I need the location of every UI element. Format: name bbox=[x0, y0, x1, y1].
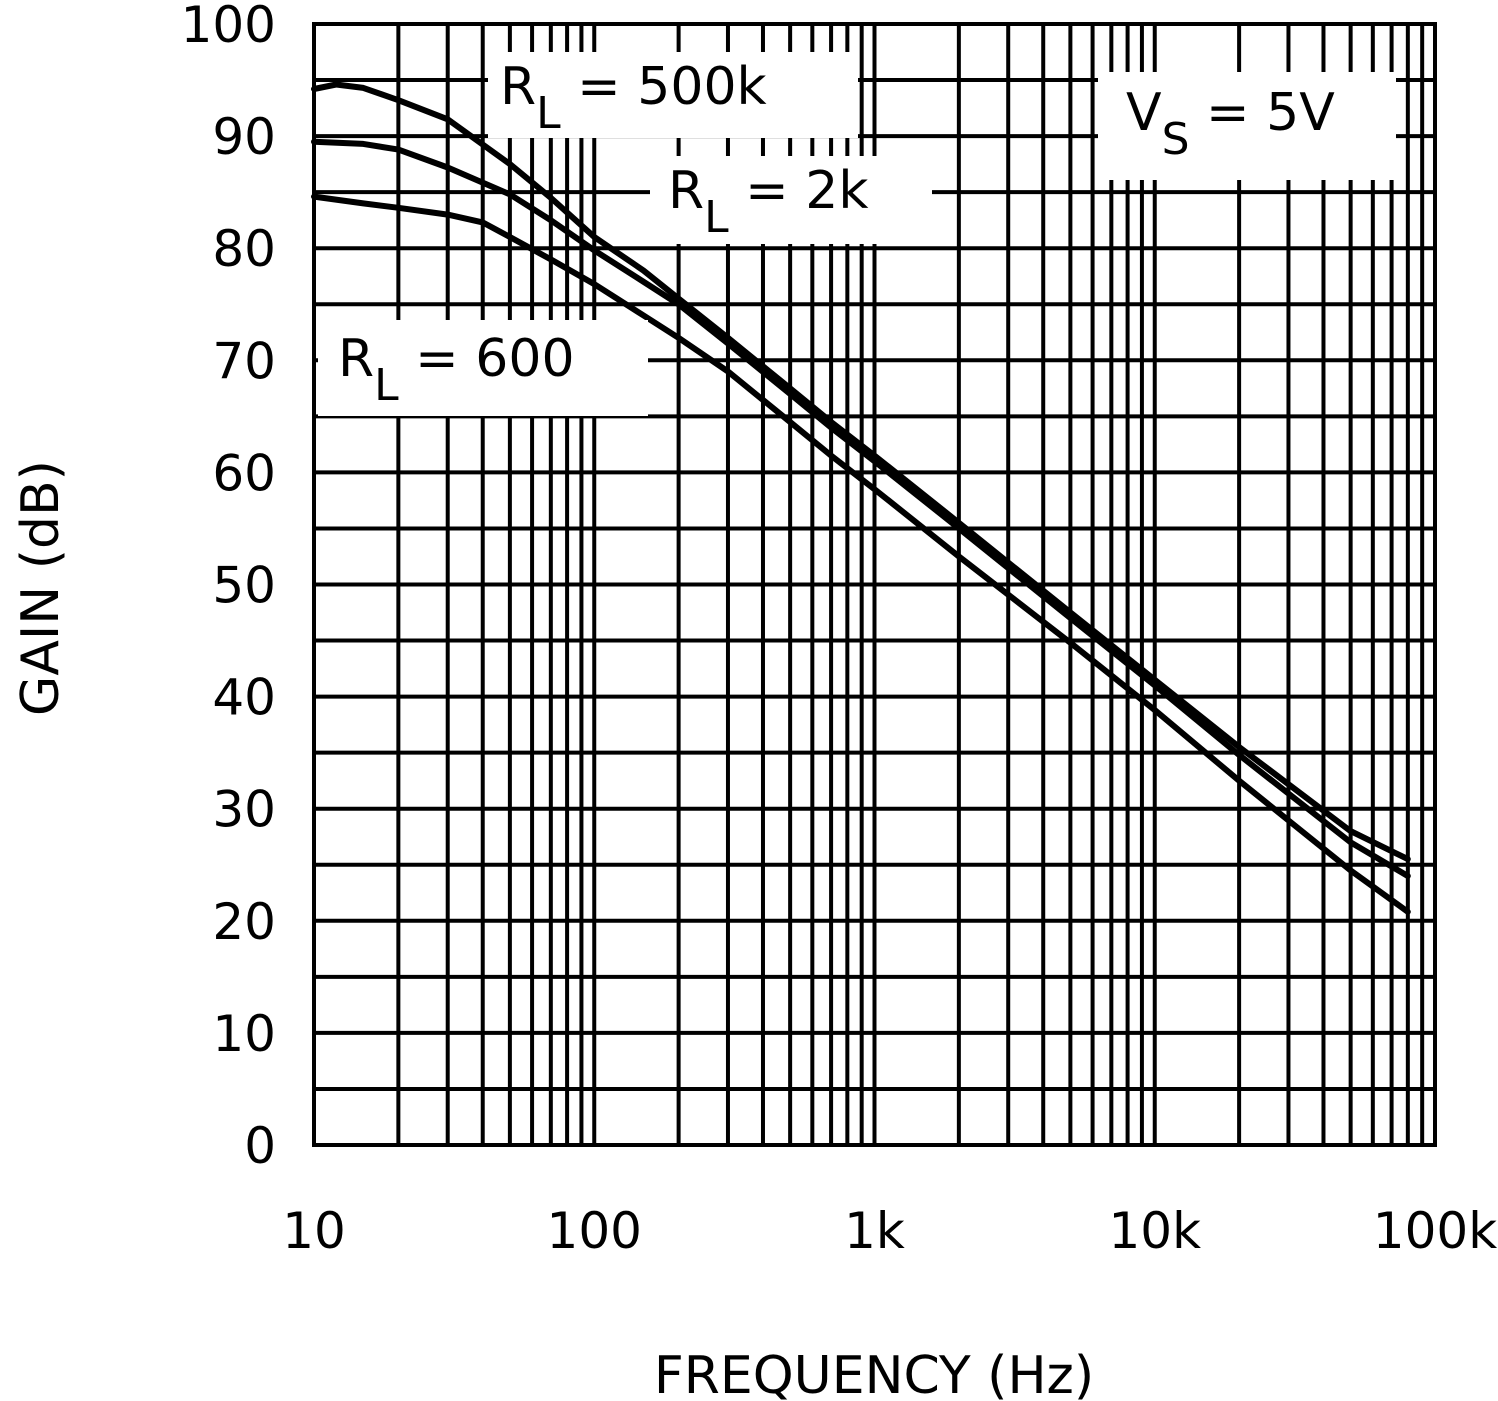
x-tick-label: 100k bbox=[1373, 1202, 1497, 1260]
annotation-text: RL = 500k bbox=[500, 57, 767, 139]
y-tick-label: 90 bbox=[212, 108, 276, 166]
y-tick-label: 80 bbox=[212, 220, 276, 278]
series-line-1 bbox=[311, 81, 1411, 863]
y-tick-label: 70 bbox=[212, 332, 276, 390]
x-tick-label: 1k bbox=[844, 1202, 905, 1260]
annotation-bg bbox=[488, 52, 858, 138]
annotation-main: R bbox=[338, 329, 374, 389]
annotation-label-2: RL = 2k bbox=[650, 156, 932, 244]
annotation-main: R bbox=[668, 161, 704, 221]
annotation-rest: = 500k bbox=[561, 57, 767, 117]
annotation-label-3: RL = 600 bbox=[318, 320, 648, 416]
x-tick-label: 100 bbox=[547, 1202, 642, 1260]
plot-frame bbox=[312, 22, 1437, 1147]
annotation-main: V bbox=[1126, 83, 1162, 143]
series-group bbox=[311, 81, 1411, 915]
x-tick-label: 10k bbox=[1108, 1202, 1201, 1260]
series-line-3 bbox=[311, 193, 1411, 915]
y-tick-label: 0 bbox=[244, 1117, 276, 1175]
annotation-label-4: VS = 5V bbox=[1098, 72, 1396, 180]
x-axis-title: FREQUENCY (Hz) bbox=[654, 1346, 1094, 1401]
y-tick-label: 30 bbox=[212, 781, 276, 839]
y-tick-labels: 0 10 20 30 40 50 60 70 80 90 100 bbox=[181, 0, 276, 1175]
annotation-text: VS = 5V bbox=[1126, 83, 1335, 165]
y-tick-label: 40 bbox=[212, 669, 276, 727]
annotation-subscript: L bbox=[536, 88, 561, 139]
annotation-subscript: L bbox=[374, 360, 399, 411]
annotation-bg bbox=[318, 320, 648, 416]
x-tick-label: 10 bbox=[282, 1202, 346, 1260]
annotation-label-1: RL = 500k bbox=[488, 52, 858, 139]
x-tick-labels: 10 100 1k 10k 100k bbox=[282, 1202, 1497, 1260]
annotation-text: RL = 2k bbox=[668, 161, 868, 243]
annotation-rest: = 600 bbox=[399, 329, 575, 389]
annotation-main: R bbox=[500, 57, 536, 117]
annotation-subscript: L bbox=[704, 192, 729, 243]
annotation-rest: = 5V bbox=[1190, 83, 1336, 143]
series-line-2 bbox=[311, 138, 1411, 879]
y-tick-label: 50 bbox=[212, 557, 276, 615]
annotation-subscript: S bbox=[1162, 114, 1190, 165]
annotation-bg bbox=[650, 156, 932, 244]
annotation-text: RL = 600 bbox=[338, 329, 575, 411]
annotation-bg bbox=[1098, 72, 1396, 180]
y-tick-label: 100 bbox=[181, 0, 276, 54]
annotation-rest: = 2k bbox=[729, 161, 869, 221]
y-axis-title: GAIN (dB) bbox=[11, 460, 71, 716]
y-tick-label: 20 bbox=[212, 893, 276, 951]
y-tick-label: 10 bbox=[212, 1005, 276, 1063]
y-tick-label: 60 bbox=[212, 444, 276, 502]
